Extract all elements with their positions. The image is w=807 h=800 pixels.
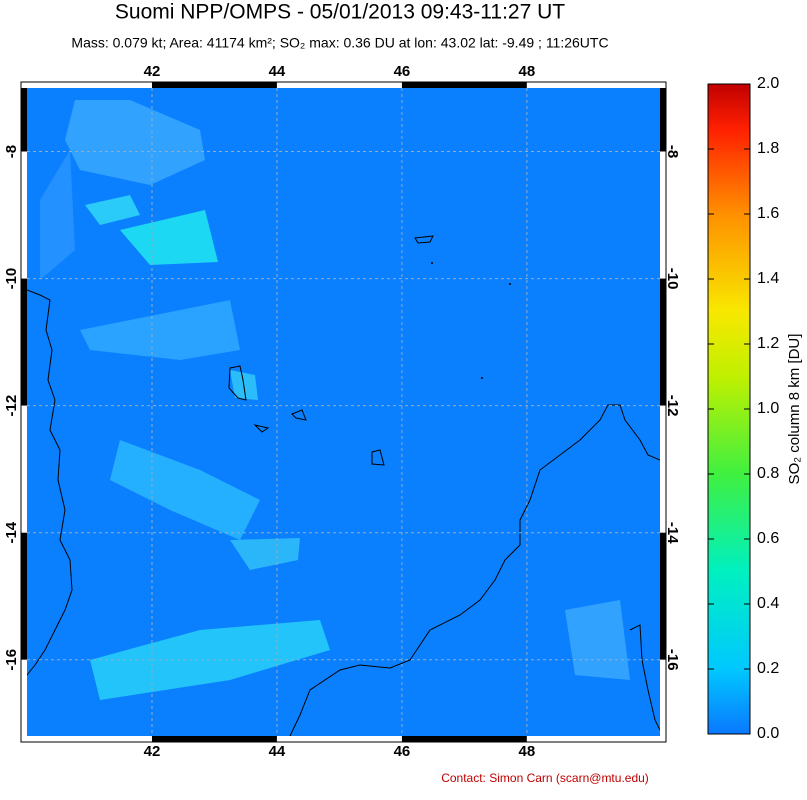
frame-band [401,82,527,88]
frame-band [660,278,666,406]
coastlines [27,235,660,736]
colorbar-tick-label: 1.0 [757,400,779,417]
colorbar-tick-label: 1.6 [757,205,779,222]
colorbar-tick-label: 0.6 [757,530,779,547]
frame-band [660,88,666,152]
contact: Contact: Simon Carn (scarn@mtu.edu) [441,771,649,785]
frame-band [660,532,666,660]
frame-band [401,736,527,742]
frame-band [21,532,27,660]
lon-tick-label: 46 [394,63,411,80]
frame-band [660,151,666,279]
lon-tick-label: 44 [269,743,286,760]
frame-band [21,659,27,736]
lat-tick-label: -10 [664,268,681,290]
frame-band [151,82,277,88]
map-background [27,88,660,736]
lon-tick-label: 48 [519,743,536,760]
frame-band [526,736,660,742]
frame-band [276,82,402,88]
lat-tick-label: -12 [3,395,20,417]
frame-band [27,82,152,88]
map-frame [20,81,667,743]
frame-band [21,278,27,406]
lat-tick-label: -10 [3,268,20,290]
lat-tick-label: -14 [3,521,20,543]
colorbar-tick-label: 1.8 [757,140,779,157]
frame-band [27,736,152,742]
colorbar-tick-label: 0.0 [757,725,779,742]
lon-tick-label: 42 [144,63,161,80]
lat-tick-label: -14 [664,522,681,544]
colorbar-tick-label: 1.2 [757,335,779,352]
frame-band [660,659,666,736]
lat-tick-label: -12 [664,395,681,417]
colorbar-tick-label: 1.4 [757,270,779,287]
lon-tick-label: 46 [394,743,411,760]
frame-band [21,405,27,533]
colorbar-tick-label: 0.8 [757,465,779,482]
frame-band [21,88,27,152]
lat-tick-label: -16 [3,649,20,671]
colorbar-tick-label: 0.2 [757,660,779,677]
frame-band [151,736,277,742]
title: Suomi NPP/OMPS - 05/01/2013 09:43-11:27 … [115,1,565,24]
colorbar-tick-label: 2.0 [757,75,779,92]
colorbar-label: SO₂ column 8 km [DU] [786,334,803,485]
lat-tick-label: -8 [664,145,681,158]
map [27,88,660,736]
frame-band [526,82,660,88]
lat-tick-label: -8 [3,145,20,158]
frame-band [21,151,27,279]
frame-band [276,736,402,742]
lon-tick-label: 48 [519,63,536,80]
subtitle: Mass: 0.079 kt; Area: 41174 km²; SO₂ max… [71,35,608,51]
lon-tick-label: 44 [269,63,286,80]
colorbar [707,83,751,735]
lat-tick-label: -16 [664,649,681,671]
frame-band [660,405,666,533]
colorbar-tick-label: 0.4 [757,595,779,612]
lon-tick-label: 42 [144,743,161,760]
